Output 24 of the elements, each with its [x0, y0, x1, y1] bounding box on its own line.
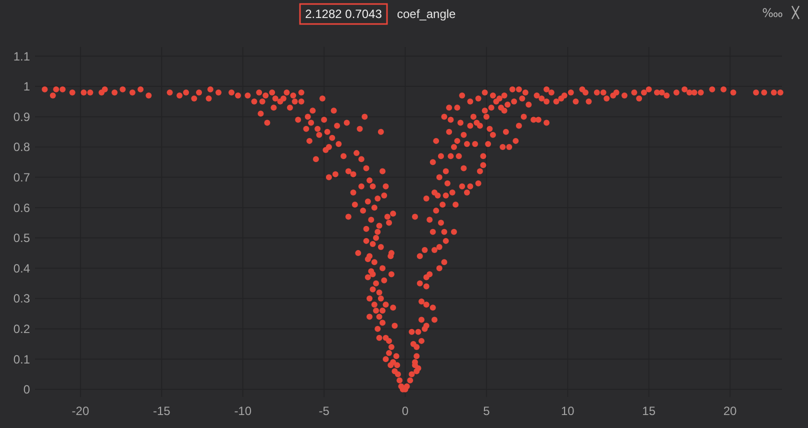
y-tick-label: 0 [23, 382, 30, 397]
y-tick-label: 0.3 [13, 292, 30, 306]
x-tick-label: -5 [318, 404, 330, 418]
x-tick-label: -20 [72, 404, 90, 418]
x-tick-label: 15 [642, 404, 656, 418]
y-tick-label: 0.4 [13, 261, 30, 276]
x-tick-label: 10 [560, 404, 575, 418]
chart-title: coef_angle [397, 7, 456, 21]
text: ‱ [762, 6, 784, 20]
y-tick-label: 0.5 [13, 231, 30, 246]
y-tick-label: 1.1 [13, 49, 30, 64]
y-tick-label: 1 [23, 80, 30, 94]
y-tick-label: 0.1 [13, 352, 30, 366]
text: 2.1282 0.7043 [305, 7, 382, 21]
y-tick-label: 0.7 [13, 170, 30, 185]
y-tick-label: 0.6 [13, 200, 30, 215]
y-tick-label: 0.2 [13, 322, 30, 336]
x-tick-label: 20 [723, 404, 738, 418]
x-tick-label: -15 [152, 404, 171, 418]
y-tick-label: 0.8 [13, 140, 30, 154]
y-tick-label: 0.9 [13, 110, 30, 124]
x-tick-label: -10 [234, 404, 252, 418]
x-tick-label: 0 [402, 404, 409, 418]
x-tick-label: 5 [483, 404, 490, 418]
